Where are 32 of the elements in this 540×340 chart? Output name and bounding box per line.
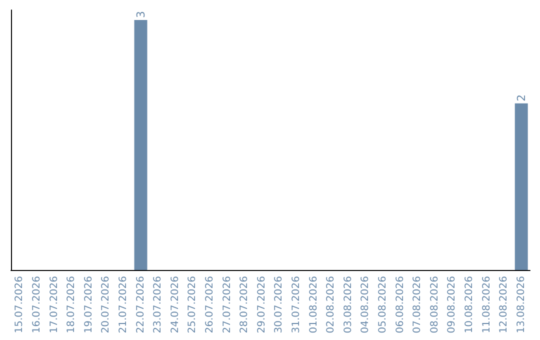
x-tick-label: 02.08.2026 [326, 276, 337, 334]
x-tick-label: 25.07.2026 [187, 276, 198, 334]
x-tick-label: 17.07.2026 [48, 276, 60, 334]
x-tick-label: 07.08.2026 [412, 276, 424, 334]
x-tick-label: 27.07.2026 [222, 276, 233, 334]
x-tick-label: 11.08.2026 [481, 276, 492, 334]
x-tick-label: 08.08.2026 [429, 276, 440, 334]
x-tick-label: 28.07.2026 [239, 276, 250, 334]
x-tick-label: 26.07.2026 [204, 276, 216, 334]
x-tick-label: 22.07.2026 [135, 276, 146, 334]
x-tick-label: 30.07.2026 [274, 276, 285, 334]
x-tick-label: 04.08.2026 [360, 276, 372, 334]
x-tick-label: 01.08.2026 [308, 276, 320, 334]
x-tick-label: 12.08.2026 [498, 276, 510, 334]
x-tick-label: 06.08.2026 [394, 276, 406, 334]
x-tick-label: 29.07.2026 [256, 276, 268, 334]
x-tick-label: 03.08.2026 [342, 276, 354, 334]
x-tick-label: 24.07.2026 [170, 276, 181, 334]
x-tick-label: 13.08.2026 [516, 276, 527, 334]
x-tick-label: 31.07.2026 [290, 276, 302, 334]
x-tick-label: 09.08.2026 [446, 276, 458, 334]
x-tick-label: 20.07.2026 [100, 276, 112, 334]
x-tick-label: 16.07.2026 [31, 276, 42, 334]
x-tick-label: 19.07.2026 [83, 276, 94, 334]
x-tick-label: 23.07.2026 [152, 276, 164, 334]
x-tick-label: 18.07.2026 [66, 276, 78, 334]
data-label: 2 [514, 94, 528, 102]
x-tick-label: 10.08.2026 [464, 276, 475, 334]
x-tick-label: 05.08.2026 [377, 276, 388, 334]
x-tick-label: 21.07.2026 [118, 276, 129, 334]
x-tick-label: 15.07.2026 [14, 276, 26, 334]
data-label: 3 [134, 11, 148, 18]
